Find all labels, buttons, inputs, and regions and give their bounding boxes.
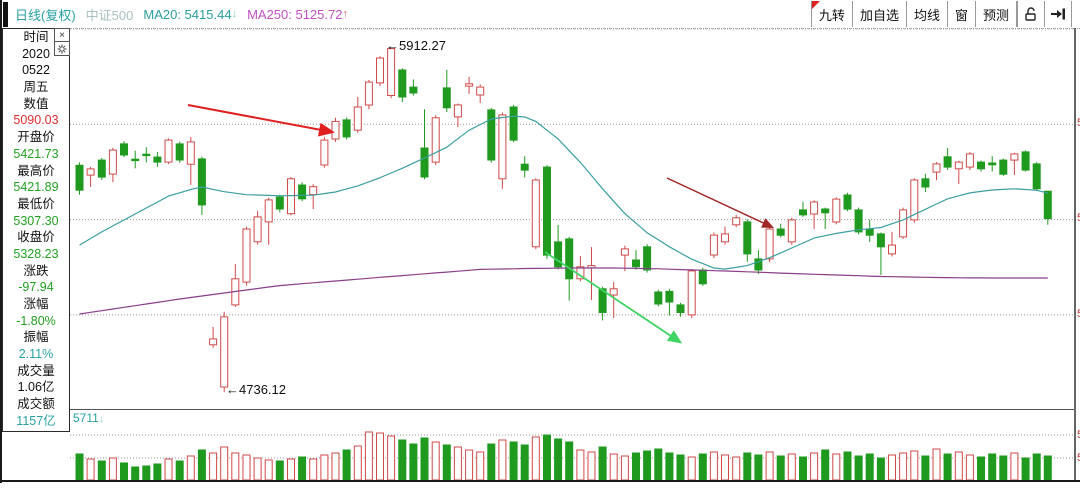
ma20-value-label: MA20: 5415.44 (143, 6, 232, 22)
toolbar: 日线(复权) 中证500 MA20: 5415.44 ↓ MA250: 5125… (0, 0, 1080, 29)
info-label: 0522 (22, 63, 50, 78)
ma250-value-label: MA250: 5125.72 (247, 6, 343, 22)
info-label: 收盘价 (17, 230, 55, 245)
info-label: 1.06亿 (17, 380, 55, 395)
red-corner-flag-icon (811, 1, 820, 9)
info-value: 5421.73 (13, 146, 59, 161)
info-value: 5328.23 (13, 246, 59, 261)
ma250-up-arrow-icon: ↑ (342, 8, 348, 20)
volume-ma-label: 5711↓ (73, 411, 104, 425)
volume-bars (75, 431, 1052, 481)
window-bottom-border (0, 480, 1080, 482)
info-label: 数值 (23, 96, 49, 111)
chart-frame (70, 28, 1076, 480)
window-drag-strip (3, 1, 8, 27)
clipped-price-label: 5 (1077, 308, 1080, 320)
toolbar-button-1[interactable]: 加自选 (851, 1, 906, 27)
info-label: 最低价 (17, 196, 55, 211)
info-label: 成交额 (17, 397, 55, 412)
window-left-border (0, 0, 2, 483)
ma20-down-arrow-icon: ↓ (231, 8, 238, 20)
clipped-price-label: 5 (1077, 429, 1080, 441)
info-label: 周五 (23, 80, 49, 95)
info-value: -1.80% (16, 313, 56, 328)
info-value: -97.94 (18, 280, 54, 295)
toolbar-button-4[interactable]: 预测 (974, 1, 1017, 27)
high-price-callout: ←5912.27 (386, 38, 446, 53)
clipped-price-label: 5 (1077, 117, 1080, 129)
info-value: 1157亿 (16, 413, 56, 428)
info-label: 涨跌 (23, 263, 49, 278)
lock-icon[interactable] (1017, 1, 1044, 27)
info-value: 5421.89 (13, 180, 59, 195)
symbol-label: 中证500 (85, 7, 134, 23)
period-label[interactable]: 日线(复权) (15, 7, 76, 23)
info-panel: × 时间 2020 0522 周五 数值 5090.03 开盘价 5421.73 最高价 5421… (2, 28, 70, 432)
exit-to-bar-icon[interactable] (1044, 1, 1072, 27)
info-rows: 时间 2020 0522 周五 数值 5090.03 开盘价 5421.73 最高价 5421.8… (3, 29, 69, 430)
info-label: 振幅 (23, 330, 49, 345)
toolbar-button-group: 九转 加自选 均线窗预测 (810, 1, 1072, 27)
info-value: 2.11% (18, 347, 54, 362)
info-value: 5307.30 (13, 213, 59, 228)
volume-ma-down-arrow-icon: ↓ (98, 414, 104, 425)
toolbar-button-3[interactable]: 窗 (946, 1, 975, 27)
info-label: 时间 (23, 30, 49, 44)
low-price-callout: ←4736.12 (226, 382, 286, 397)
ma250-line (79, 267, 1048, 315)
trend-arrows (187, 104, 775, 344)
info-label: 开盘价 (17, 130, 55, 145)
ma20-line (79, 115, 1048, 270)
clipped-price-label: 5 (1077, 452, 1080, 464)
clipped-price-label: 5 (1077, 212, 1080, 224)
info-label: 涨幅 (23, 297, 49, 311)
toolbar-button-0[interactable]: 九转 (810, 1, 852, 27)
info-value: 5090.03 (13, 113, 59, 128)
info-label: 2020 (22, 46, 50, 61)
gear-icon[interactable] (54, 41, 70, 56)
candlesticks (75, 47, 1052, 393)
info-label: 成交量 (17, 363, 55, 378)
toolbar-button-2[interactable]: 均线 (905, 1, 947, 27)
info-label: 最高价 (17, 163, 55, 178)
chart-canvas[interactable]: ←5912.27 ←4736.12 5711↓ 5 5 5 5 5 (70, 28, 1080, 481)
